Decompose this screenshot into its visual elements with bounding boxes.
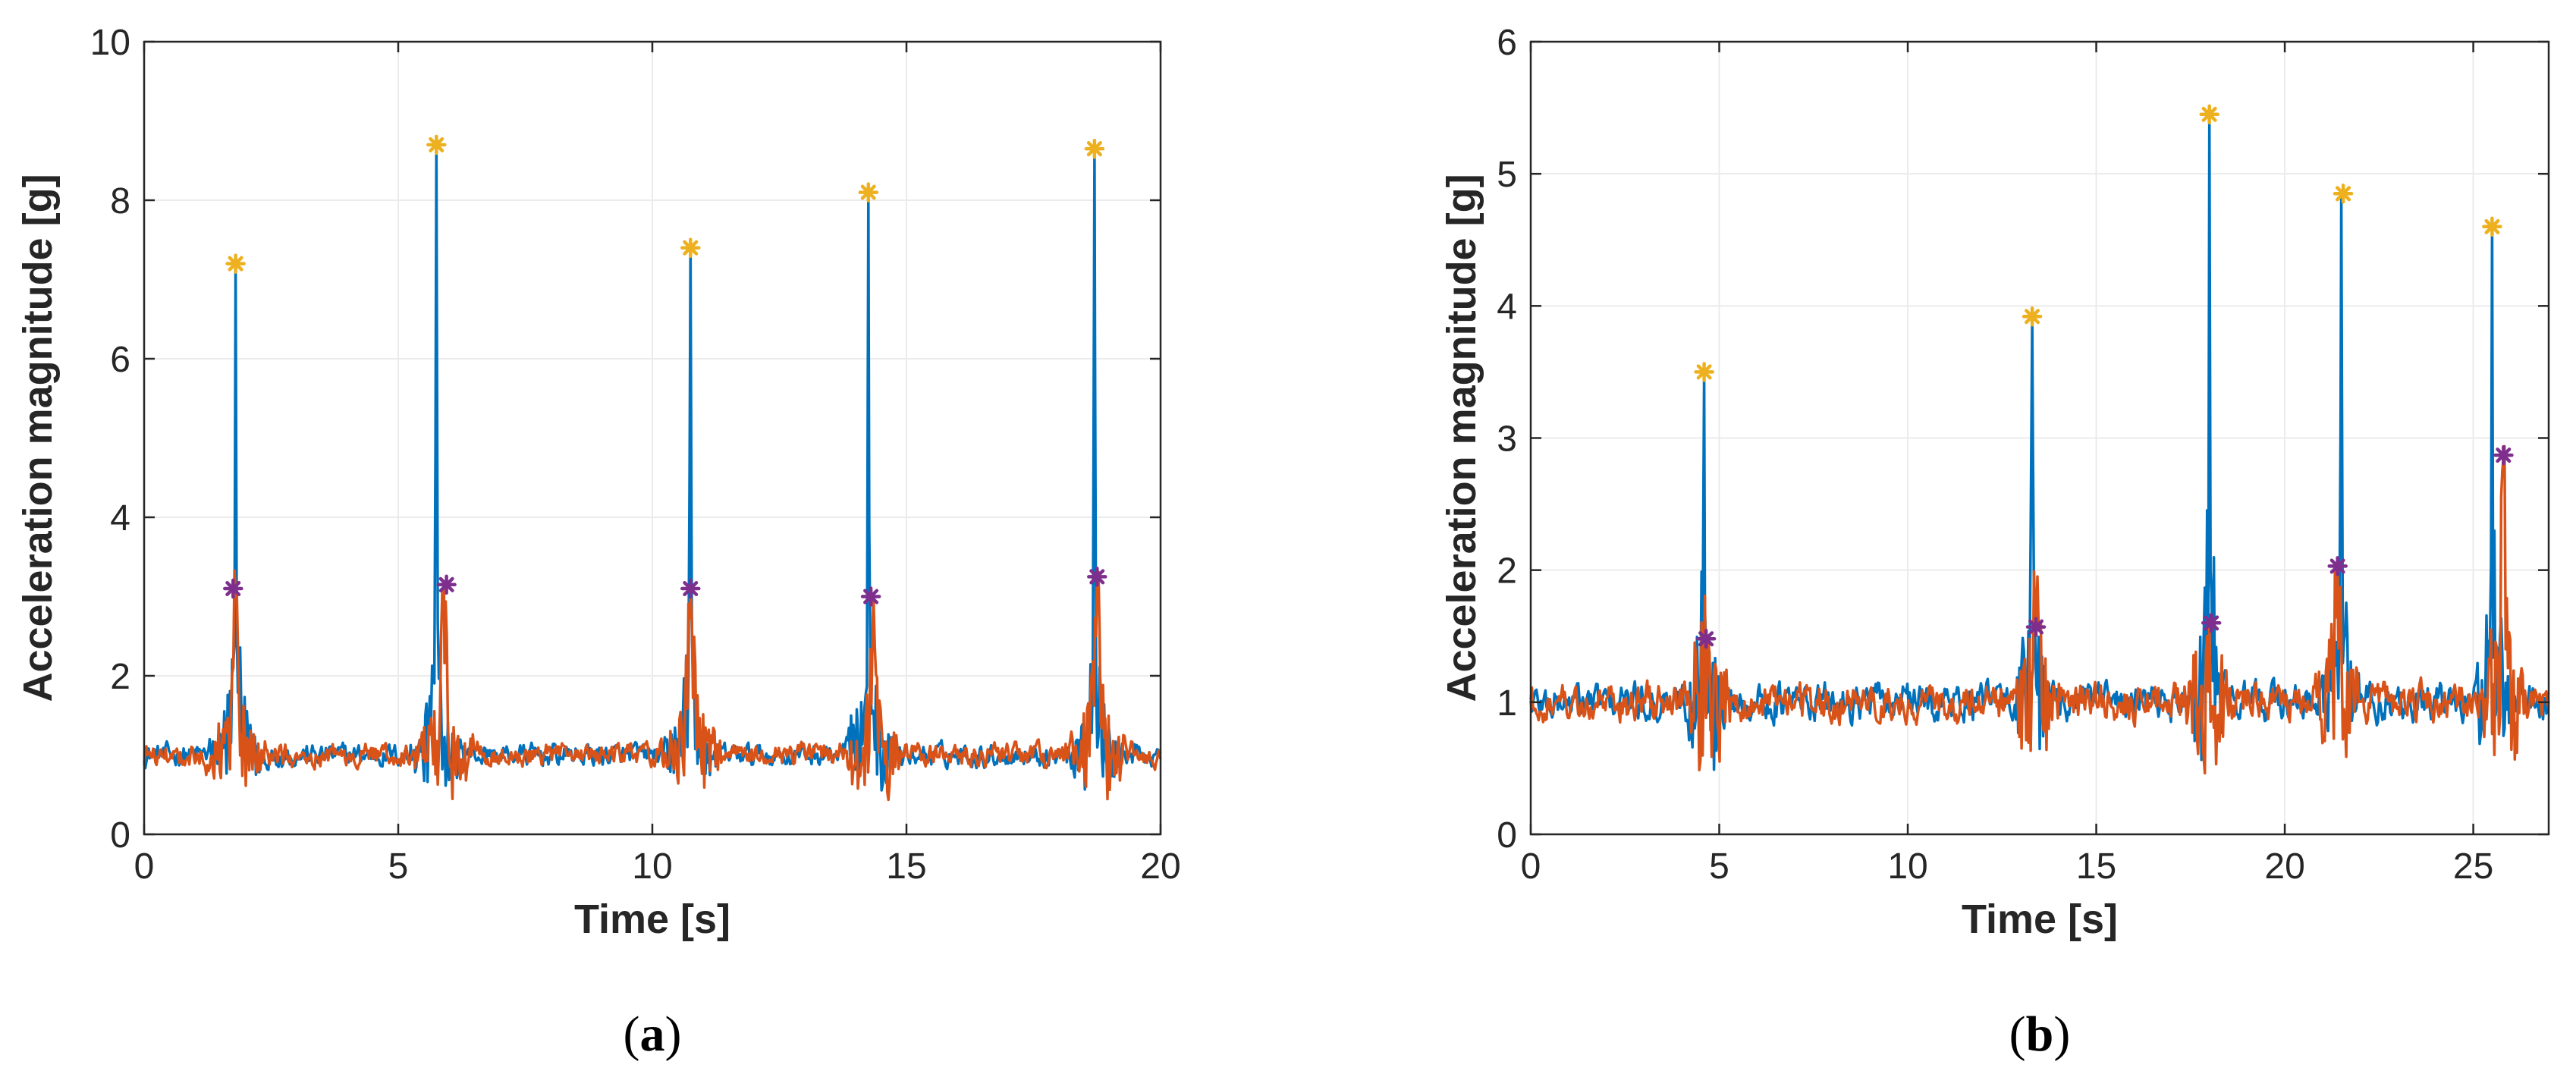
- x-tick-label: 15: [886, 846, 926, 887]
- x-tick-label: 15: [2076, 846, 2116, 887]
- x-tick-label: 5: [388, 846, 409, 887]
- marker-stroke: [2025, 309, 2040, 325]
- marker-stroke: [2028, 619, 2044, 635]
- y-tick-label: 0: [1497, 815, 1517, 856]
- x-axis-label: Time [s]: [1962, 897, 2118, 942]
- caption-letter: b: [2026, 1006, 2054, 1062]
- high-peak-markers: [1694, 104, 2502, 382]
- x-tick-label: 0: [134, 846, 155, 887]
- marker-stroke: [2204, 615, 2219, 631]
- marker-stroke: [683, 581, 699, 597]
- peak-marker: [2022, 306, 2043, 327]
- y-tick-label: 6: [110, 340, 130, 380]
- peak-marker: [2493, 444, 2514, 466]
- y-tick-label: 10: [90, 23, 130, 63]
- x-tick-label: 25: [2453, 846, 2493, 887]
- marker-stroke: [2496, 448, 2512, 463]
- grid-lines: [144, 42, 1161, 834]
- x-tick-label: 20: [1140, 846, 1180, 887]
- peak-marker: [1695, 628, 1717, 649]
- y-tick-label: 6: [1497, 23, 1517, 63]
- peak-marker: [2199, 104, 2219, 125]
- peak-marker: [1084, 138, 1105, 159]
- marker-stroke: [1086, 141, 1102, 157]
- series-line-blue: [143, 143, 1162, 792]
- peak-marker: [2201, 613, 2222, 633]
- y-tick-label: 1: [1497, 683, 1517, 724]
- marker-stroke: [438, 576, 454, 592]
- caption-open-paren: (: [624, 1006, 640, 1062]
- x-tick-label: 20: [2264, 846, 2304, 887]
- marker-stroke: [863, 589, 879, 605]
- marker-stroke: [429, 137, 445, 152]
- peak-marker: [426, 134, 447, 155]
- x-tick-label: 5: [1709, 846, 1729, 887]
- x-axis-label: Time [s]: [574, 897, 730, 942]
- chart-panel-a: 0 5 10 15 20 0 2 4 6 8 10 Time [s] Acceleration magn…: [15, 23, 1181, 1062]
- peak-marker: [225, 253, 246, 274]
- peak-marker: [680, 578, 701, 599]
- caption-close-paren: ): [2053, 1006, 2070, 1062]
- peak-marker: [2333, 184, 2354, 204]
- caption-open-paren: (: [2009, 1006, 2026, 1062]
- y-axis-label: Acceleration magnitude [g]: [1439, 174, 1484, 702]
- y-tick-label: 2: [1497, 551, 1517, 592]
- low-peak-markers: [223, 567, 1107, 607]
- chart-panel-b: 0 5 10 15 20 25 0 1 2 3 4 5 6 Time [s] Acceleration ma…: [1439, 23, 2550, 1062]
- x-tick-label: 0: [1521, 846, 1541, 887]
- peak-marker: [860, 586, 881, 607]
- y-tick-label: 8: [110, 181, 130, 221]
- y-tick-label: 2: [110, 657, 130, 697]
- marker-stroke: [228, 256, 243, 272]
- panel-caption: (b): [2009, 1006, 2071, 1062]
- high-peak-markers: [225, 134, 1105, 274]
- y-tick-label: 4: [110, 498, 130, 539]
- marker-stroke: [2329, 558, 2345, 574]
- peak-marker: [680, 237, 701, 258]
- caption-letter: a: [640, 1006, 665, 1062]
- x-tick-label: 10: [1887, 846, 1927, 887]
- marker-stroke: [2201, 106, 2217, 122]
- marker-stroke: [2484, 218, 2500, 234]
- low-peak-markers: [1695, 444, 2514, 649]
- marker-stroke: [2336, 186, 2351, 202]
- peak-marker: [2482, 216, 2502, 237]
- marker-stroke: [1696, 364, 1712, 380]
- peak-marker: [436, 574, 457, 595]
- peak-marker: [1694, 362, 1714, 382]
- marker-stroke: [225, 581, 241, 597]
- y-tick-label: 4: [1497, 287, 1517, 327]
- peak-marker: [2025, 617, 2047, 637]
- caption-close-paren: ): [665, 1006, 682, 1062]
- y-tick-label: 0: [110, 815, 130, 856]
- series-line-orange: [143, 569, 1162, 802]
- peak-marker: [858, 182, 879, 203]
- y-tick-label: 3: [1497, 419, 1517, 460]
- marker-stroke: [683, 240, 699, 256]
- y-axis-label: Acceleration magnitude [g]: [15, 174, 61, 702]
- panel-caption: (a): [624, 1006, 682, 1062]
- marker-stroke: [1698, 631, 1714, 647]
- marker-stroke: [860, 184, 876, 200]
- marker-stroke: [1089, 569, 1105, 585]
- y-tick-label: 5: [1497, 155, 1517, 195]
- peak-marker: [223, 578, 243, 599]
- x-tick-label: 10: [632, 846, 672, 887]
- peak-marker: [2327, 556, 2348, 576]
- peak-marker: [1087, 567, 1107, 587]
